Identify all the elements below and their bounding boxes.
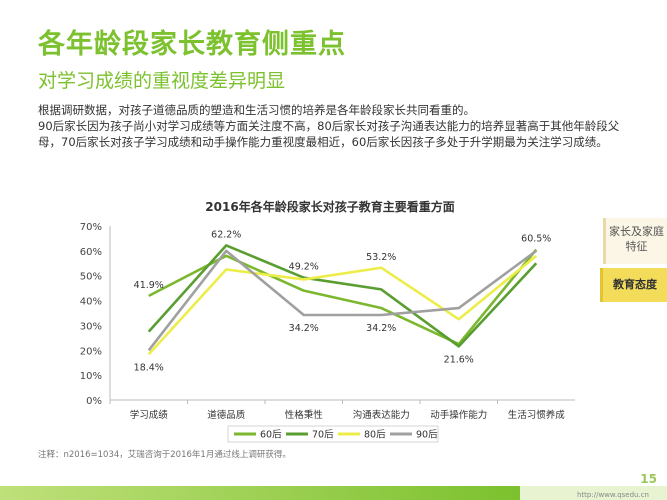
series-line-4 (147, 249, 538, 352)
series-line-1 (148, 248, 538, 346)
page-title: 各年龄段家长教育侧重点 (38, 29, 346, 60)
y-tick-label: 10% (80, 371, 102, 382)
body-paragraph-2: 90后家长因为孩子尚小对学习成绩等方面关注度不高，80后家长对孩子沟通表达能力的… (38, 119, 620, 149)
side-tab-family[interactable]: 家长及家庭特征 (603, 218, 667, 264)
data-label: 41.9% (134, 280, 164, 291)
footnote: 注释：n2016=1034，艾瑞咨询于2016年1月通过线上调研获得。 (38, 450, 291, 460)
data-label: 62.2% (211, 229, 241, 240)
chart-title: 2016年各年龄段家长对孩子教育主要看重方面 (205, 200, 455, 214)
side-tab-attitude[interactable]: 教育态度 (600, 268, 667, 302)
y-tick-label: 0% (86, 396, 102, 407)
legend-label-3: 80后 (364, 430, 386, 441)
data-label: 21.6% (444, 354, 474, 365)
page-subtitle: 对学习成绩的重视度差异明显 (38, 70, 286, 92)
watermark: http://www.qsedu.cn (577, 491, 649, 499)
data-label: 53.2% (366, 252, 396, 263)
y-tick-label: 70% (80, 222, 102, 233)
data-label: 49.2% (289, 262, 319, 273)
data-label: 18.4% (134, 362, 164, 373)
y-tick-label: 60% (80, 247, 102, 258)
footer-stripe (0, 486, 520, 500)
data-label: 34.2% (289, 323, 319, 334)
body-text: 根据调研数据，对孩子道德品质的塑造和生活习惯的培养是各年龄段家长共同看重的。 9… (38, 102, 638, 150)
page-number: 15 (640, 472, 657, 486)
x-tick-label: 学习成绩 (130, 409, 169, 421)
y-tick-label: 30% (80, 321, 102, 332)
y-tick-label: 40% (80, 297, 102, 308)
x-tick-label: 动手操作能力 (430, 409, 487, 421)
y-tick-label: 20% (80, 346, 102, 357)
data-label: 34.2% (366, 323, 396, 334)
legend-label-4: 90后 (416, 430, 438, 441)
legend-label-1: 60后 (260, 430, 282, 441)
x-tick-label: 沟通表达能力 (353, 409, 410, 421)
footer-bar (0, 486, 667, 500)
series-line-3 (147, 254, 538, 356)
y-tick-label: 50% (80, 272, 102, 283)
data-label: 60.5% (521, 234, 551, 245)
x-tick-label: 生活习惯养成 (508, 409, 566, 421)
x-tick-label: 性格秉性 (285, 409, 324, 421)
x-tick-label: 道德品质 (207, 409, 246, 421)
legend-label-2: 70后 (312, 430, 334, 441)
legend-box (227, 425, 439, 443)
series-line-2 (147, 244, 538, 348)
body-paragraph-1: 根据调研数据，对孩子道德品质的塑造和生活习惯的培养是各年龄段家长共同看重的。 (38, 103, 475, 117)
